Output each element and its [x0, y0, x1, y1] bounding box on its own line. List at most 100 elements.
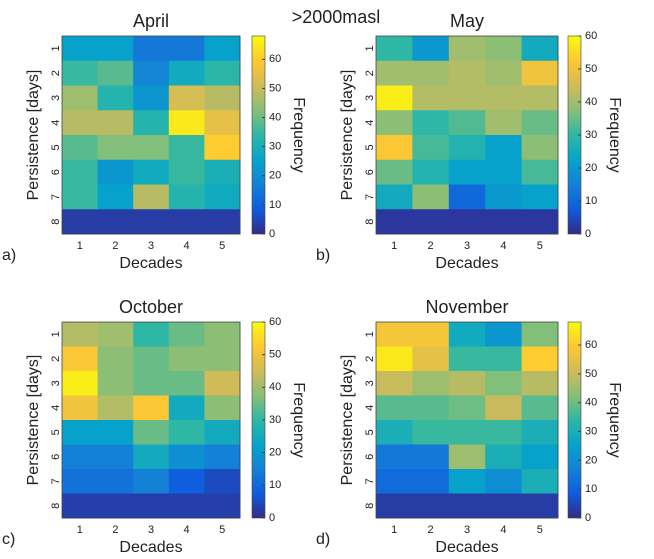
plot-frame [375, 35, 559, 235]
heat-cell [133, 209, 170, 235]
y-tick-label: 4 [364, 405, 376, 411]
colorbar-tick-label: 50 [269, 349, 281, 361]
heat-cell [412, 420, 450, 445]
heat-cell [376, 135, 413, 161]
y-tick-label: 5 [50, 144, 62, 150]
colorbar-tick-label: 10 [269, 479, 281, 491]
heat-cell [133, 60, 170, 86]
heat-cell [376, 159, 413, 185]
heat-cell [448, 420, 486, 445]
colorbar-tick-label: 60 [585, 30, 597, 42]
colorbar-tick-label: 20 [585, 162, 597, 174]
heat-cell [168, 395, 205, 421]
heat-cell [412, 346, 450, 372]
heat-cell [62, 36, 99, 62]
y-tick-label: 4 [50, 120, 62, 126]
heat-cell [521, 395, 559, 421]
x-tick-label: 4 [500, 240, 506, 252]
heat-cell [448, 322, 486, 347]
heat-cell [412, 60, 450, 86]
heat-cell [485, 444, 523, 470]
heat-cell [204, 346, 241, 372]
figure-title: >2000masl [292, 7, 381, 27]
heat-cell [97, 209, 134, 235]
y-tick-label: 2 [50, 70, 62, 76]
heat-cell [133, 420, 170, 445]
heat-cell [412, 85, 450, 111]
y-tick-label: 1 [50, 331, 62, 337]
heat-cell [412, 36, 450, 62]
heat-cell [204, 493, 241, 519]
heat-cell [133, 135, 170, 161]
plot-frame [61, 35, 241, 235]
x-tick-label: 1 [391, 240, 397, 252]
y-tick-label: 1 [50, 45, 62, 51]
heat-cell [376, 85, 413, 111]
heat-cell [204, 184, 241, 210]
colorbar-tick-label: 30 [269, 141, 281, 153]
heat-cell [521, 322, 559, 347]
heat-cell [168, 420, 205, 445]
colorbar-tick-label: 40 [269, 381, 281, 393]
heat-cell [412, 184, 450, 210]
panel-label: a) [2, 247, 16, 264]
x-tick-label: 5 [219, 524, 225, 536]
heat-cell [376, 395, 413, 421]
heat-cell [485, 322, 523, 347]
heat-cell [448, 493, 486, 519]
y-tick-label: 7 [364, 194, 376, 200]
colorbar-tick-label: 40 [269, 111, 281, 123]
x-axis-label: Decades [435, 539, 498, 556]
y-tick-label: 6 [364, 454, 376, 460]
colorbar-tick-label: 0 [585, 512, 591, 524]
heat-cell [62, 184, 99, 210]
heat-cell [168, 209, 205, 235]
x-tick-label: 5 [537, 524, 543, 536]
heat-cell [97, 60, 134, 86]
heat-cell [448, 184, 486, 210]
heat-cell [412, 493, 450, 519]
y-axis-label: Persistence [days] [339, 355, 356, 486]
panel-title: May [450, 11, 484, 31]
heat-cell [485, 85, 523, 111]
y-tick-label: 6 [50, 169, 62, 175]
heat-cell [97, 36, 134, 62]
heat-cell [376, 493, 413, 519]
heat-cell [168, 159, 205, 185]
heat-cell [133, 444, 170, 470]
colorbar-label: Frequency [290, 97, 307, 173]
x-tick-label: 1 [77, 240, 83, 252]
colorbar-tick-label: 40 [585, 96, 597, 108]
heat-cell [412, 371, 450, 396]
heat-cell [62, 135, 99, 161]
colorbar-tick-label: 20 [269, 447, 281, 459]
heat-cell [412, 395, 450, 421]
heat-cell [412, 135, 450, 161]
heat-cell [448, 444, 486, 470]
x-axis-label: Decades [119, 255, 182, 272]
heat-cell [97, 469, 134, 494]
heat-cell [376, 420, 413, 445]
heat-cell [97, 371, 134, 396]
heat-cell [521, 346, 559, 372]
plot-frame [375, 321, 559, 519]
panel-label: d) [316, 531, 330, 548]
x-axis-label: Decades [435, 255, 498, 272]
colorbar-tick-label: 60 [585, 339, 597, 351]
heat-cell [133, 371, 170, 396]
y-tick-label: 7 [50, 478, 62, 484]
panel-title: April [133, 11, 169, 31]
x-tick-label: 1 [77, 524, 83, 536]
colorbar-tick-label: 50 [585, 63, 597, 75]
y-tick-label: 7 [364, 478, 376, 484]
heat-cell [168, 135, 205, 161]
colorbar-tick-label: 0 [269, 228, 275, 240]
y-tick-label: 3 [50, 380, 62, 386]
colorbar-tick-label: 40 [585, 397, 597, 409]
heat-cell [376, 184, 413, 210]
heat-cell [485, 346, 523, 372]
heat-cell [485, 159, 523, 185]
colorbar-tick-label: 30 [269, 414, 281, 426]
colorbar-tick-label: 30 [585, 129, 597, 141]
colorbar-tick-label: 60 [269, 53, 281, 65]
